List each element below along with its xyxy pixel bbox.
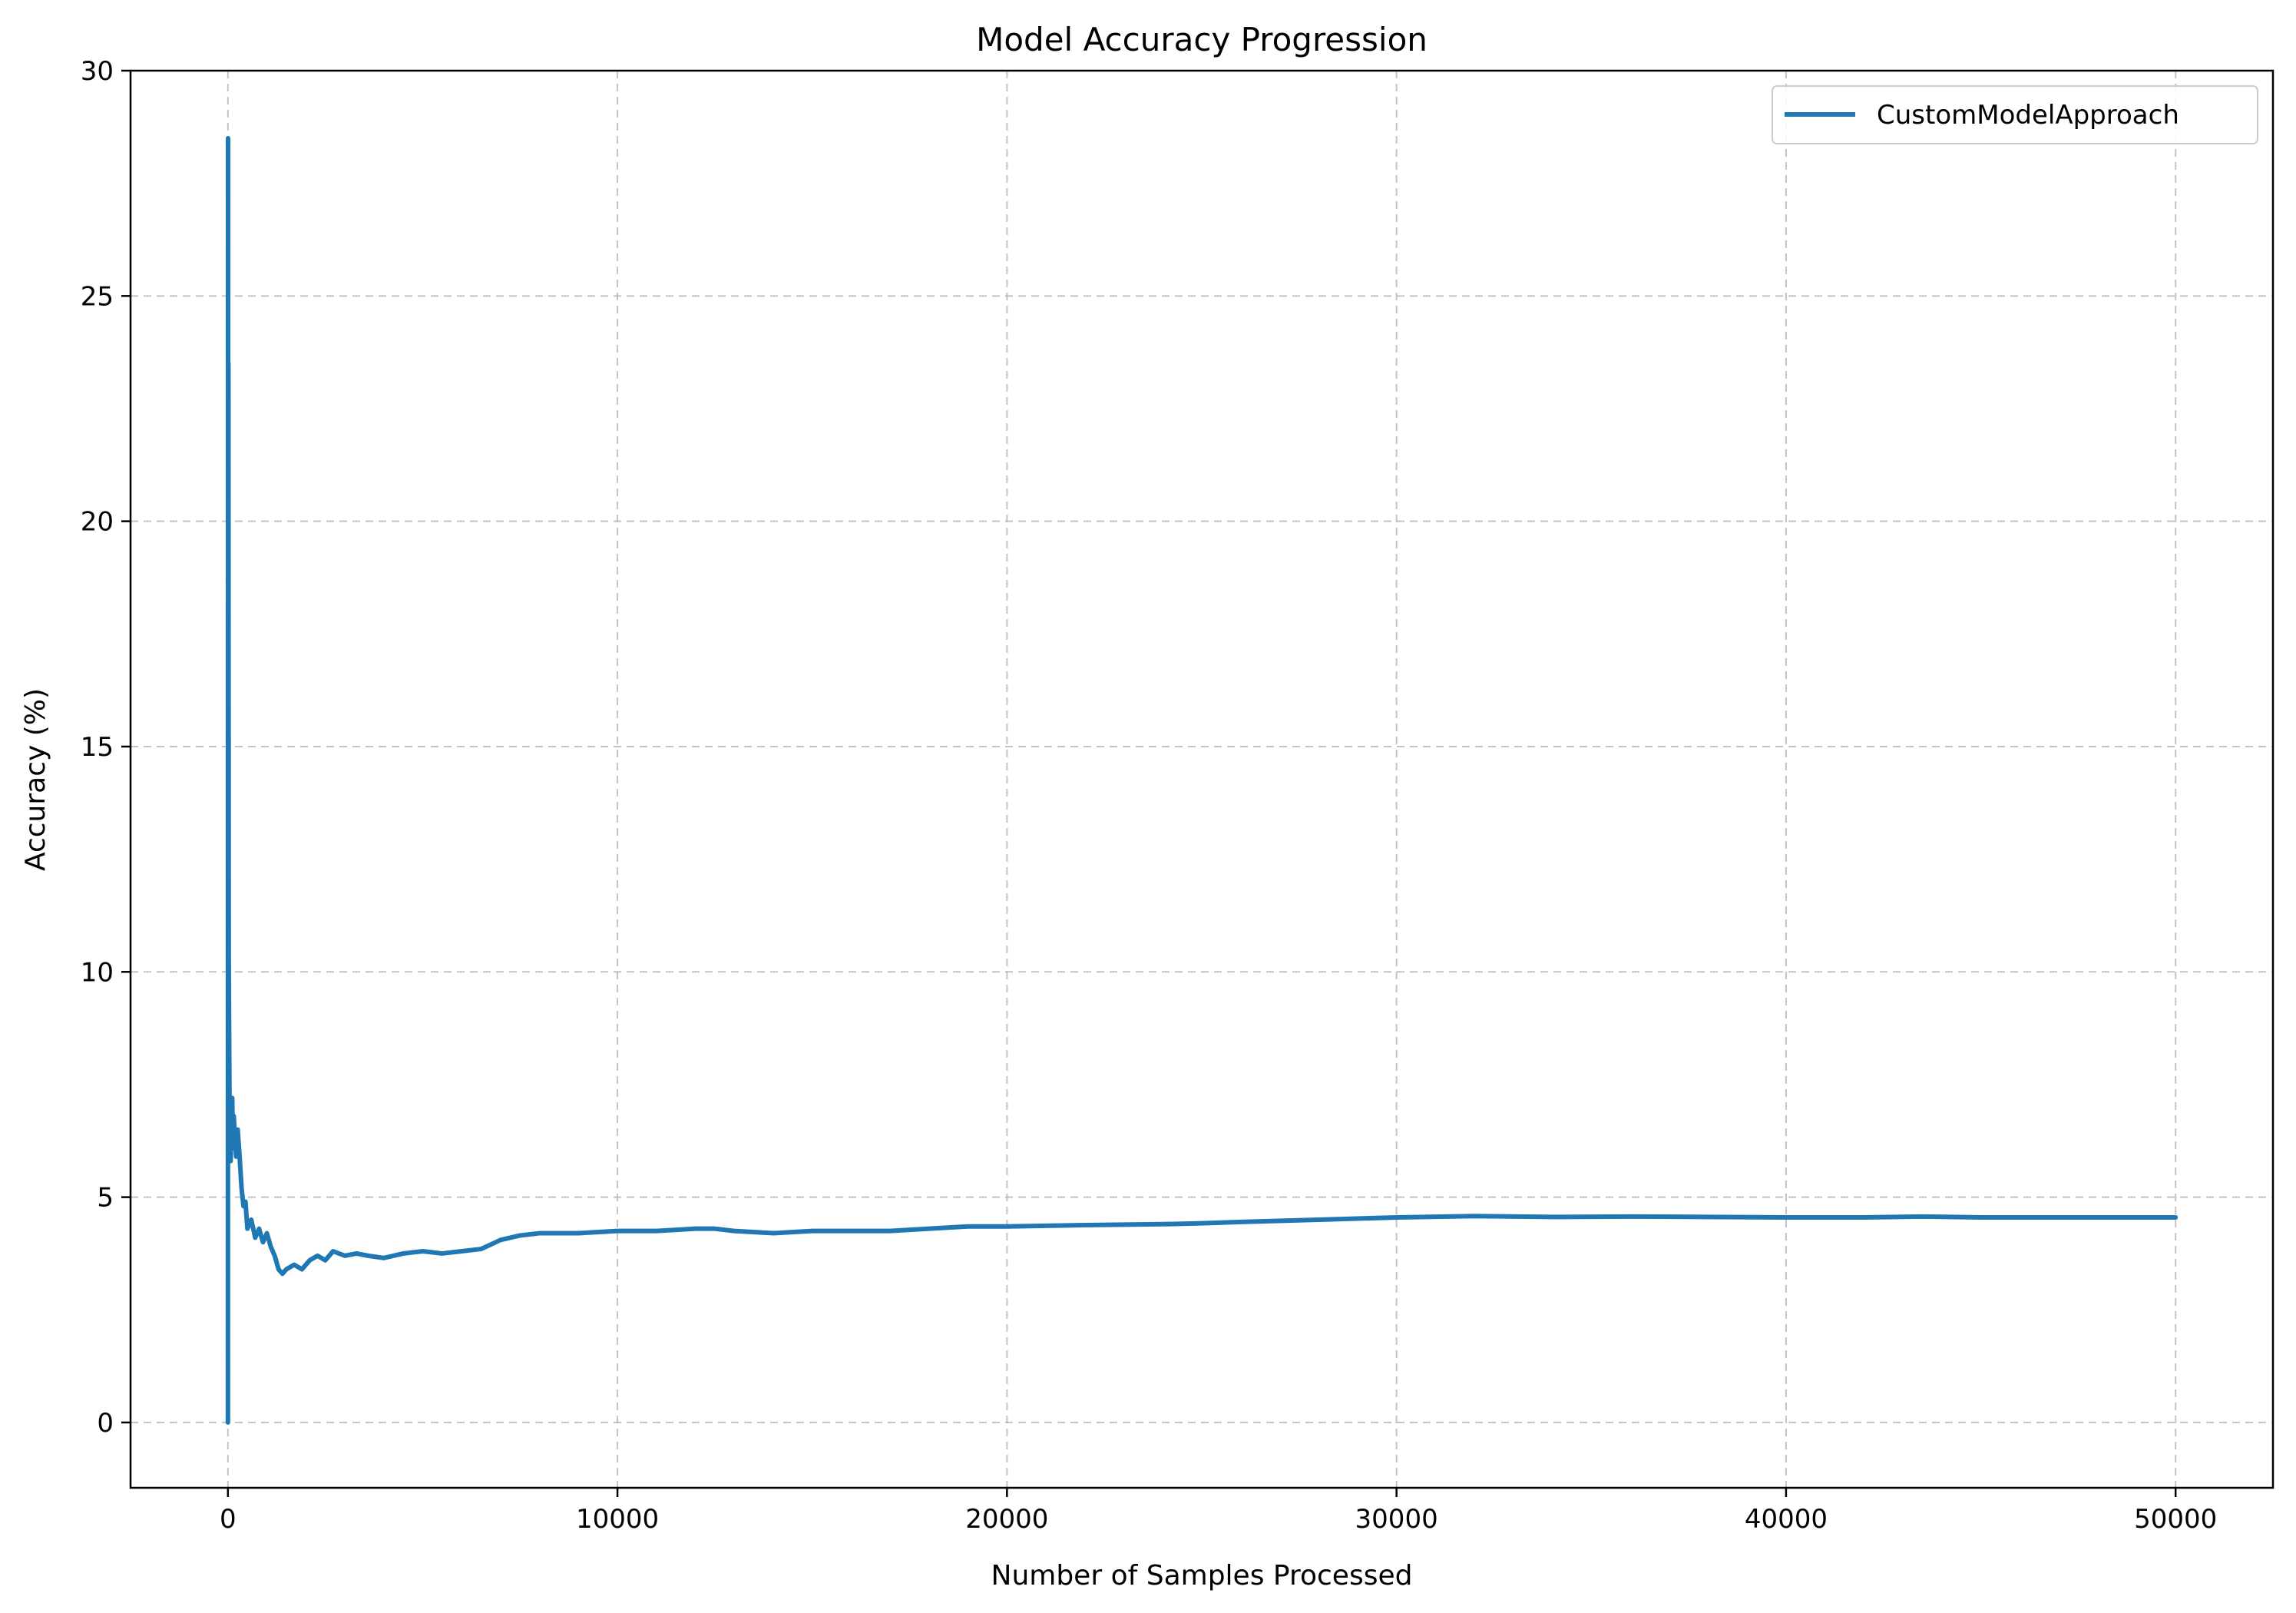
x-tick-label: 20000	[965, 1504, 1048, 1535]
x-tick-label: 0	[220, 1504, 237, 1535]
y-tick-label: 25	[81, 281, 114, 312]
y-tick-label: 0	[97, 1408, 114, 1439]
y-tick-label: 20	[81, 507, 114, 538]
x-tick-label: 10000	[576, 1504, 659, 1535]
legend-box	[1772, 85, 2258, 144]
tick-layer: 0 10000 20000 30000 40000 50000 0 5 10 15 20 25 30	[81, 56, 2218, 1535]
legend: CustomModelApproach	[1772, 85, 2258, 144]
y-axis-label: Accuracy (%)	[20, 688, 51, 871]
chart-title: Model Accuracy Progression	[976, 21, 1428, 58]
y-tick-label: 15	[81, 732, 114, 763]
plot-area-frame	[129, 69, 2274, 1489]
plot-layer	[225, 136, 2179, 1425]
x-tick-label: 30000	[1355, 1504, 1438, 1535]
legend-label: CustomModelApproach	[1877, 100, 2179, 131]
x-tick-label: 50000	[2134, 1504, 2217, 1535]
y-tick-label: 10	[81, 957, 114, 988]
series-line	[225, 136, 2179, 1425]
y-tick-label: 5	[97, 1183, 114, 1214]
x-tick-label: 40000	[1745, 1504, 1828, 1535]
grid-layer	[131, 70, 2273, 1488]
y-tick-label: 30	[81, 56, 114, 87]
x-axis-label: Number of Samples Processed	[991, 1560, 1413, 1591]
